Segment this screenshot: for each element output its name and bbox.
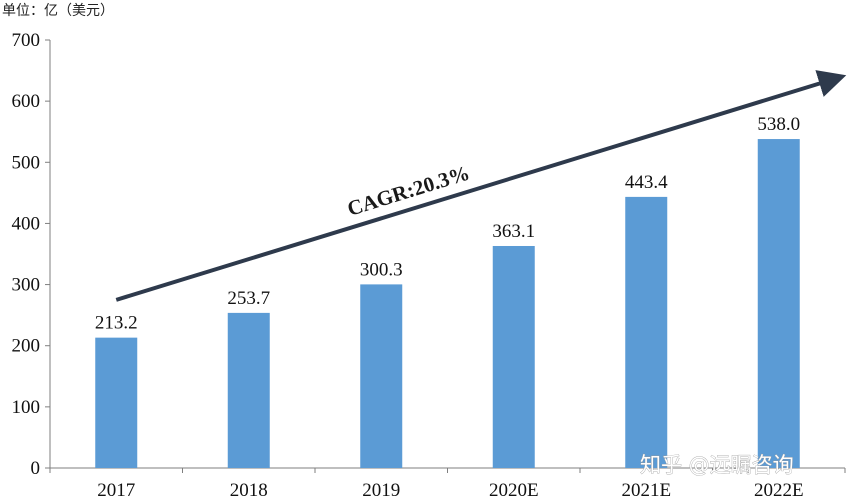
unit-label: 单位：亿（美元） [2,3,114,19]
data-label-2019: 300.3 [360,259,403,280]
x-tick-label: 2019 [362,480,400,500]
y-tick-label: 600 [12,91,41,112]
data-labels: 213.2 253.7 300.3 363.1 443.4 538.0 [95,114,800,334]
data-label-2021E: 443.4 [625,172,668,193]
y-tick-label: 300 [12,275,41,296]
bar-2018 [227,312,270,468]
data-label-2017: 213.2 [95,313,138,334]
watermark: 知乎 @远瞩咨询 [640,453,794,477]
x-tick-label: 2018 [230,480,268,500]
bar-2021E [625,196,668,468]
bar-2022E [757,139,800,468]
data-label-2020E: 363.1 [492,221,535,242]
y-tick-label: 400 [12,213,41,234]
y-axis: 0 100 200 300 400 500 600 700 [12,30,51,479]
bar-series [95,139,800,468]
data-label-2022E: 538.0 [757,114,800,135]
y-tick-label: 200 [12,336,41,357]
y-tick-label: 700 [12,30,41,51]
x-tick-label: 2020E [489,480,539,500]
y-tick-label: 0 [31,458,41,479]
x-axis: 2017 2018 2019 2020E 2021E 2022E [49,467,846,500]
bar-2020E [492,245,535,468]
cagr-trend-arrow [115,70,847,302]
bar-2019 [360,284,403,468]
x-tick-label: 2021E [621,480,671,500]
y-tick-label: 100 [12,397,41,418]
x-tick-label: 2017 [97,480,135,500]
bar-2017 [95,337,138,468]
y-tick-label: 500 [12,152,41,173]
data-label-2018: 253.7 [227,288,270,309]
x-tick-label: 2022E [754,480,804,500]
